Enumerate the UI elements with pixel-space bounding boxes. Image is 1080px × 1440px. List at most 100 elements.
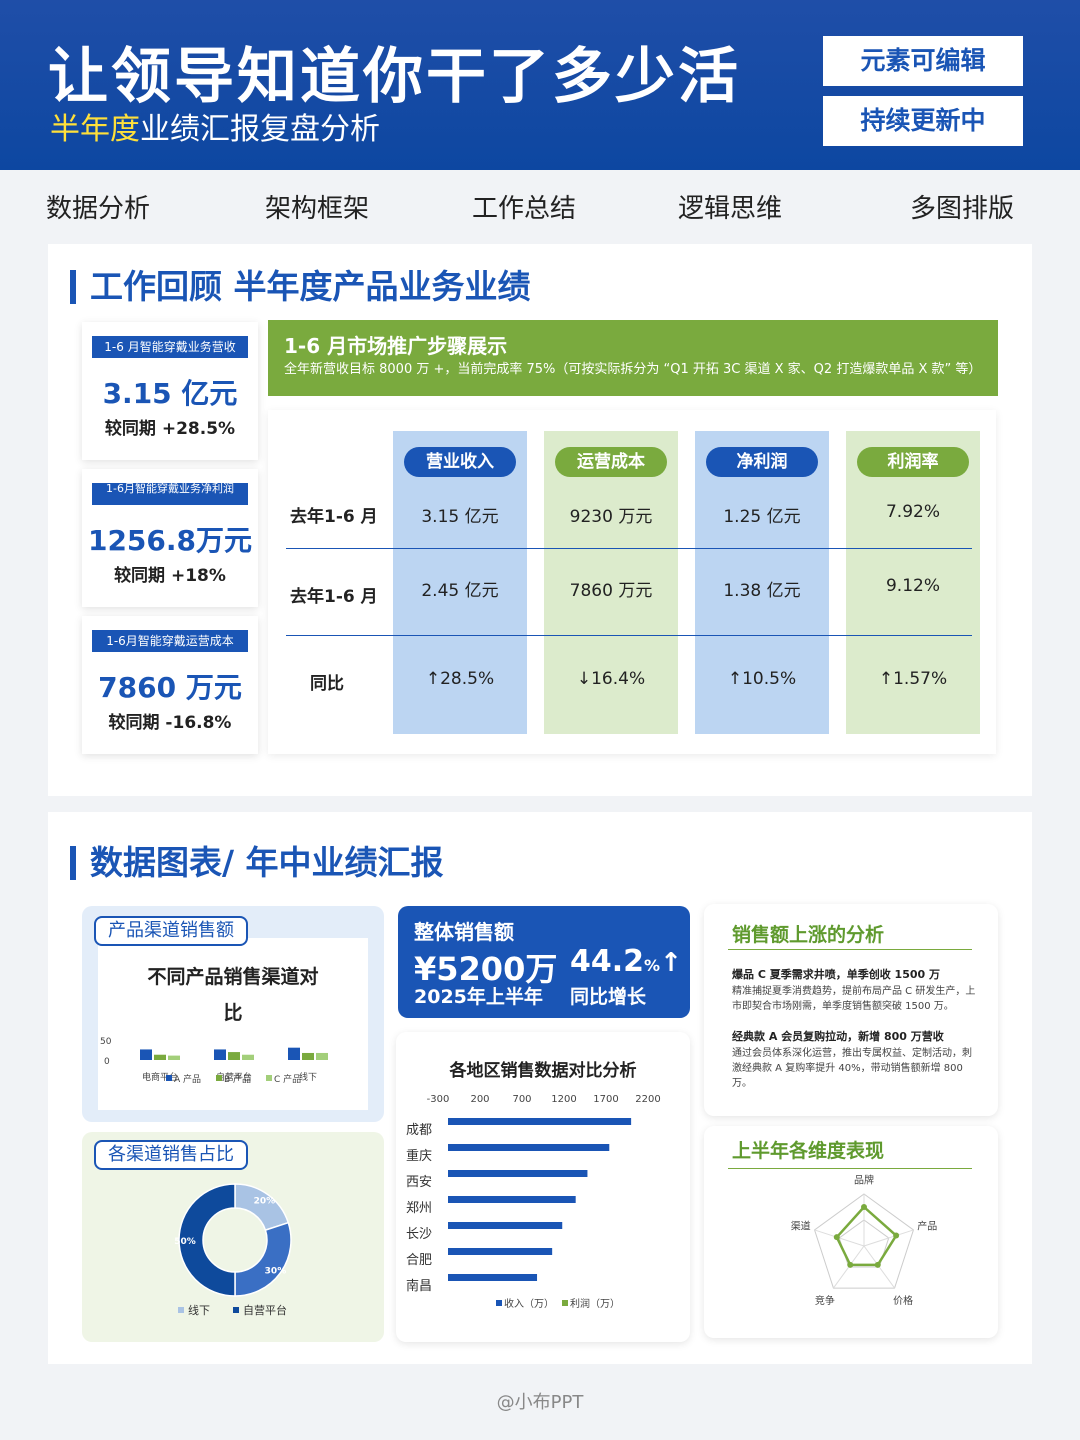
header-banner: 让领导知道你干了多少活 半年度业绩汇报复盘分析 元素可编辑 持续更新中 (0, 0, 1080, 170)
table-cell: 3.15 亿元 (421, 507, 499, 527)
bar-电商平台-C 产品 (168, 1055, 180, 1060)
table-cell: 2.45 亿元 (421, 581, 499, 601)
row-label: 同比 (310, 674, 344, 694)
charts-section-title: 数据图表/ 年中业绩汇报 (70, 846, 444, 880)
channel-chart-title-l2: 比 (223, 1002, 243, 1024)
subtitle-rest: 业绩汇报复盘分析 (140, 112, 380, 147)
total-sales-card: 整体销售额 ¥5200万 2025年上半年 44.2%↑ 同比增长 (398, 906, 690, 1018)
col-cost: 运营成本 (544, 431, 678, 734)
radar-point-竞争 (847, 1261, 854, 1268)
legend-swatch (562, 1300, 568, 1306)
channel-chart-area (98, 938, 368, 1110)
col-header: 营业收入 (404, 447, 516, 477)
y-tick-label: 西安 (406, 1175, 432, 1190)
footer-credit: @小布PPT (496, 1392, 584, 1413)
bar-income-重庆 (448, 1144, 610, 1151)
performance-table: 营业收入 运营成本 净利润 利润率 去年1-6 月 3.15 亿元 9230 万… (268, 410, 996, 754)
legend-label: A 产品 (174, 1073, 201, 1085)
growth-unit: % (644, 956, 661, 975)
x-tick-label: 200 (470, 1094, 489, 1105)
total-sales-caption: 2025年上半年 (414, 986, 543, 1008)
radar-axis-label: 竞争 (815, 1294, 835, 1307)
legend-swatch (166, 1075, 172, 1081)
y-tick-label: 长沙 (406, 1227, 432, 1242)
page-title: 让领导知道你干了多少活 (48, 42, 741, 112)
bar-线下-B 产品 (302, 1052, 314, 1060)
radar-axis (863, 1229, 914, 1247)
channel-chart-title-l1: 不同产品销售渠道对 (147, 966, 319, 988)
slice-label: 30% (265, 1266, 287, 1276)
bar-自营平台-A 产品 (214, 1049, 226, 1060)
growth-number: 44.2 (570, 944, 645, 979)
bar-income-西安 (448, 1170, 588, 1177)
x-tick-label: -300 (427, 1094, 450, 1105)
bar-电商平台-A 产品 (140, 1049, 152, 1060)
channel-sales-tag: 产品渠道销售额 (94, 916, 248, 946)
col-header: 运营成本 (555, 447, 667, 477)
subtitle-highlight: 半年度 (50, 112, 140, 147)
total-sales-value: ¥5200万 (414, 950, 558, 988)
promotion-desc: 全年新营收目标 8000 万 +，当前完成率 75%（可按实际拆分为 “Q1 开… (284, 362, 982, 377)
legend-label: 线下 (188, 1303, 210, 1317)
col-header: 利润率 (857, 447, 969, 477)
table-cell: ↓16.4% (576, 669, 646, 689)
table-cell: 1.38 亿元 (723, 581, 801, 601)
nav-item-work-summary[interactable]: 工作总结 (472, 194, 577, 224)
slice-自营平台 (234, 1221, 292, 1297)
radar-axis-label: 产品 (917, 1219, 937, 1232)
col-revenue: 营业收入 (393, 431, 527, 734)
y-tick-label: 重庆 (406, 1148, 432, 1164)
legend-label: 利润（万） (570, 1297, 620, 1310)
nav-item-logic[interactable]: 逻辑思维 (678, 194, 783, 224)
channel-bar-chart: 50 0 电商平台 自营平台 线下 A 产品 B 产品 C 产品 (100, 1037, 328, 1085)
analysis-point-body: 通过会员体系深化运营，推出专属权益、定制活动，刺激经典款 A 复购率提升 40%… (732, 1048, 972, 1089)
row-label: 去年1-6 月 (290, 587, 378, 607)
region-sales-card: 各地区销售数据对比分析 -300 200 700 1200 1700 2200 成都 重庆 西安… (396, 1032, 690, 1342)
slice-other (178, 1183, 236, 1297)
editable-badge: 元素可编辑 (823, 36, 1023, 86)
analysis-point-body: 精准捕捉夏季消费趋势，提前布局产品 C 研发生产，上市即契合市场刚需，单季度销售… (732, 986, 976, 1012)
radar-grid (813, 1193, 915, 1289)
kpi-compare: 较同期 +28.5% (104, 419, 236, 439)
legend-label: 自营平台 (243, 1303, 287, 1317)
y-tick-label: 合肥 (406, 1253, 432, 1268)
kpi-card-cost: 1-6月智能穿戴运营成本 7860 万元 较同期 -16.8% (82, 616, 258, 754)
kpi-value: 1256.8万元 (87, 524, 253, 557)
y-tick-label: 成都 (406, 1123, 432, 1138)
growth-caption: 同比增长 (570, 986, 647, 1008)
radar-axis-label: 品牌 (854, 1174, 874, 1186)
table-cell: ↑10.5% (727, 669, 797, 689)
radar-point-渠道 (833, 1234, 840, 1241)
kpi-value: 7860 万元 (98, 671, 242, 704)
review-section-title: 工作回顾 半年度产品业务业绩 (70, 270, 531, 304)
y-tick-label: 0 (104, 1057, 110, 1067)
kpi-compare: 较同期 -16.8% (108, 713, 232, 733)
table-cell: ↑28.5% (425, 669, 495, 689)
analysis-title: 销售额上涨的分析 (732, 924, 885, 946)
legend-swatch (266, 1075, 272, 1081)
nav-item-data-analysis[interactable]: 数据分析 (46, 194, 151, 224)
bar-线下-A 产品 (288, 1047, 300, 1060)
row-divider (286, 548, 972, 549)
x-tick-label: 1700 (593, 1094, 618, 1105)
radar-title: 上半年各维度表现 (732, 1140, 885, 1162)
x-tick-label: 电商平台 (142, 1071, 178, 1083)
analysis-point-head: 爆品 C 夏季需求井喷，单季创收 1500 万 (732, 968, 941, 981)
nav-item-layout[interactable]: 多图排版 (910, 194, 1015, 224)
radar-divider (728, 1168, 972, 1169)
nav-item-framework[interactable]: 架构框架 (265, 194, 370, 224)
bar-自营平台-C 产品 (242, 1054, 254, 1060)
bar-income-合肥 (448, 1248, 553, 1255)
x-tick-label: 700 (512, 1094, 531, 1105)
region-chart-title: 各地区销售数据对比分析 (449, 1061, 637, 1081)
legend-label: C 产品 (274, 1073, 301, 1085)
channel-donut-chart: 20% 30% 50% 线下 自营平台 (174, 1183, 292, 1317)
radar-card: 上半年各维度表现 品牌 产品 价格 竞争 渠道 (704, 1126, 998, 1338)
table-cell: ↑1.57% (878, 669, 948, 689)
bar-自营平台-B 产品 (228, 1052, 240, 1060)
kpi-value: 3.15 亿元 (102, 377, 238, 410)
radar-grid (838, 1219, 890, 1268)
kpi-label: 1-6月智能穿戴运营成本 (92, 630, 248, 652)
channel-share-tag: 各渠道销售占比 (94, 1140, 248, 1170)
